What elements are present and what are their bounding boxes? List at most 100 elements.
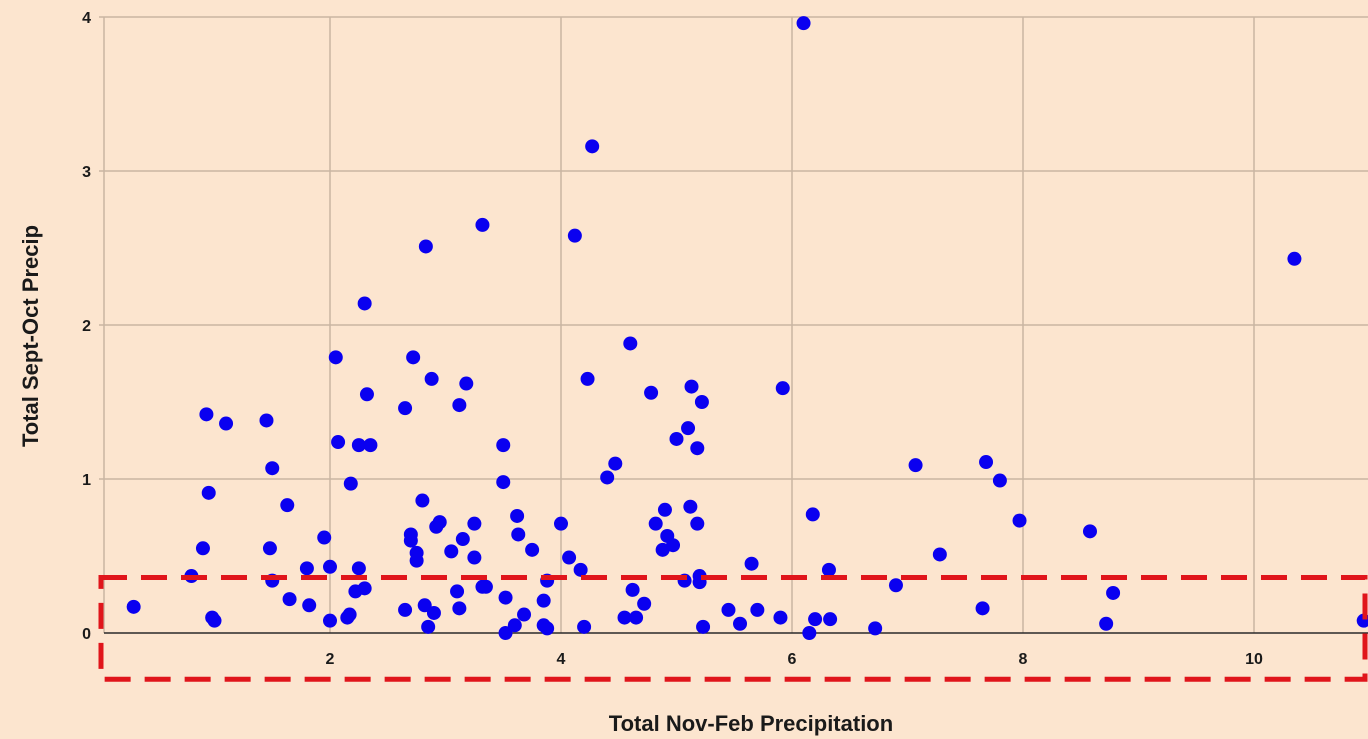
data-point-90 — [669, 431, 684, 446]
data-point-18 — [323, 613, 337, 628]
data-point-23 — [343, 476, 358, 491]
data-point-80 — [623, 336, 638, 351]
data-point-42 — [424, 371, 439, 386]
data-point-35 — [406, 350, 421, 365]
data-point-34 — [403, 533, 418, 548]
data-point-49 — [452, 601, 467, 616]
data-point-0 — [126, 599, 141, 614]
data-point-112 — [823, 612, 838, 627]
data-point-61 — [507, 618, 522, 633]
data-point-27 — [357, 296, 372, 311]
data-point-22 — [342, 607, 357, 622]
data-point-15 — [302, 598, 317, 613]
data-point-118 — [979, 455, 994, 470]
data-point-57 — [496, 438, 511, 453]
data-point-67 — [536, 593, 551, 608]
data-point-99 — [694, 395, 709, 409]
data-point-64 — [517, 607, 532, 622]
data-point-101 — [721, 602, 736, 617]
axes — [103, 17, 1368, 634]
data-point-30 — [363, 438, 378, 453]
data-point-77 — [600, 470, 615, 485]
data-point-89 — [666, 538, 681, 553]
data-point-123 — [1106, 585, 1121, 600]
x-tick-label-4: 4 — [557, 651, 566, 668]
data-point-41 — [418, 239, 433, 254]
data-point-62 — [510, 508, 525, 523]
data-point-109 — [805, 507, 820, 522]
highlight-box — [98, 575, 1368, 682]
data-point-122 — [1099, 616, 1114, 631]
data-point-115 — [908, 458, 923, 473]
data-point-56 — [475, 217, 490, 232]
data-point-120 — [1012, 513, 1027, 528]
data-point-78 — [608, 456, 623, 471]
data-point-51 — [459, 376, 474, 391]
data-point-26 — [351, 561, 366, 576]
data-point-38 — [415, 493, 430, 508]
data-point-7 — [219, 416, 234, 431]
x-axis-title: Total Nov-Feb Precipitation — [609, 711, 893, 736]
data-point-31 — [398, 401, 413, 416]
data-point-73 — [573, 562, 588, 577]
data-point-124 — [1287, 251, 1302, 266]
data-point-94 — [684, 379, 699, 394]
data-point-96 — [690, 516, 705, 531]
data-point-37 — [409, 553, 424, 568]
data-point-84 — [644, 385, 659, 400]
data-point-71 — [562, 550, 577, 565]
data-point-65 — [525, 542, 540, 557]
data-point-121 — [1082, 524, 1097, 539]
data-points — [126, 16, 1368, 640]
data-point-58 — [496, 475, 511, 490]
data-point-3 — [199, 407, 214, 422]
data-point-60 — [498, 626, 513, 640]
data-point-105 — [773, 610, 788, 625]
data-point-103 — [744, 556, 759, 571]
highlight-box-layer — [98, 575, 1368, 682]
data-point-93 — [683, 499, 698, 514]
data-point-63 — [511, 527, 526, 542]
data-point-95 — [690, 441, 705, 456]
data-point-59 — [498, 590, 513, 605]
data-point-16 — [317, 530, 332, 545]
data-point-81 — [625, 582, 640, 597]
data-point-29 — [359, 387, 374, 402]
y-tick-label-3: 3 — [82, 164, 91, 181]
x-tick-label-2: 2 — [326, 651, 335, 668]
data-point-4 — [201, 485, 216, 500]
data-point-28 — [357, 581, 372, 596]
y-tick-label-1: 1 — [82, 472, 91, 489]
data-point-72 — [567, 228, 582, 243]
data-point-40 — [421, 619, 436, 634]
data-point-9 — [262, 541, 277, 556]
data-point-85 — [648, 516, 663, 531]
data-point-70 — [554, 516, 568, 531]
data-point-50 — [455, 532, 470, 547]
x-tick-label-10: 10 — [1245, 651, 1263, 668]
y-tick-label-0: 0 — [82, 626, 91, 643]
data-point-110 — [808, 612, 823, 627]
data-point-83 — [637, 596, 652, 611]
data-point-48 — [452, 398, 467, 413]
data-point-6 — [207, 613, 222, 628]
data-point-117 — [975, 601, 990, 616]
data-point-74 — [577, 619, 592, 634]
data-point-69 — [540, 621, 555, 636]
y-tick-label-2: 2 — [82, 318, 91, 335]
data-point-46 — [444, 544, 459, 559]
data-point-116 — [932, 547, 947, 562]
data-point-55 — [478, 579, 493, 594]
data-point-13 — [282, 592, 297, 607]
y-axis-title: Total Sept-Oct Precip — [18, 225, 43, 447]
data-point-82 — [629, 610, 644, 625]
x-tick-label-8: 8 — [1019, 651, 1028, 668]
data-point-104 — [750, 602, 765, 617]
x-tick-label-6: 6 — [788, 651, 797, 668]
data-point-14 — [299, 561, 314, 576]
data-point-79 — [617, 610, 632, 625]
data-point-53 — [467, 550, 482, 565]
data-point-12 — [280, 498, 295, 513]
data-point-19 — [328, 350, 343, 365]
